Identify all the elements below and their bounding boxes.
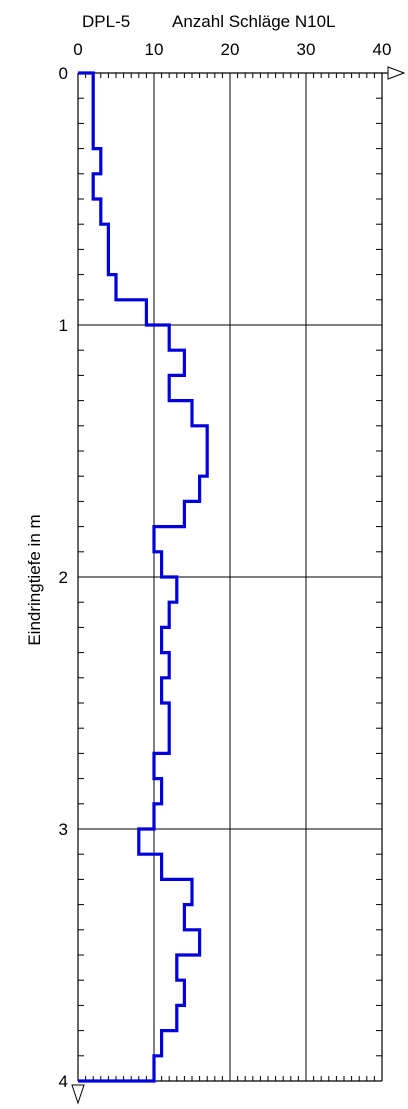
grid-lines <box>78 73 382 1081</box>
y-tick-label-4: 4 <box>59 1072 68 1091</box>
y-tick-label-0: 0 <box>59 64 68 83</box>
chart-title-right: Anzahl Schläge N10L <box>172 12 336 31</box>
x-tick-label-0: 0 <box>73 40 82 59</box>
y-axis-label: Eindringtiefe in m <box>25 514 44 645</box>
y-tick-label-2: 2 <box>59 568 68 587</box>
x-tick-label-40: 40 <box>373 40 392 59</box>
x-tick-label-10: 10 <box>145 40 164 59</box>
y-tick-label-1: 1 <box>59 316 68 335</box>
depth-end-arrow-icon <box>71 1084 85 1105</box>
chart-title-left: DPL-5 <box>82 12 130 31</box>
tick-marks <box>78 73 382 1081</box>
x-tick-label-30: 30 <box>297 40 316 59</box>
x-axis-arrow-icon <box>387 66 406 80</box>
x-tick-label-20: 20 <box>221 40 240 59</box>
series-line <box>78 71 209 1083</box>
axis-markers <box>71 66 406 1105</box>
y-tick-label-3: 3 <box>59 820 68 839</box>
tick-labels: 0 10 20 30 40 0 1 2 3 4 <box>59 40 392 1091</box>
